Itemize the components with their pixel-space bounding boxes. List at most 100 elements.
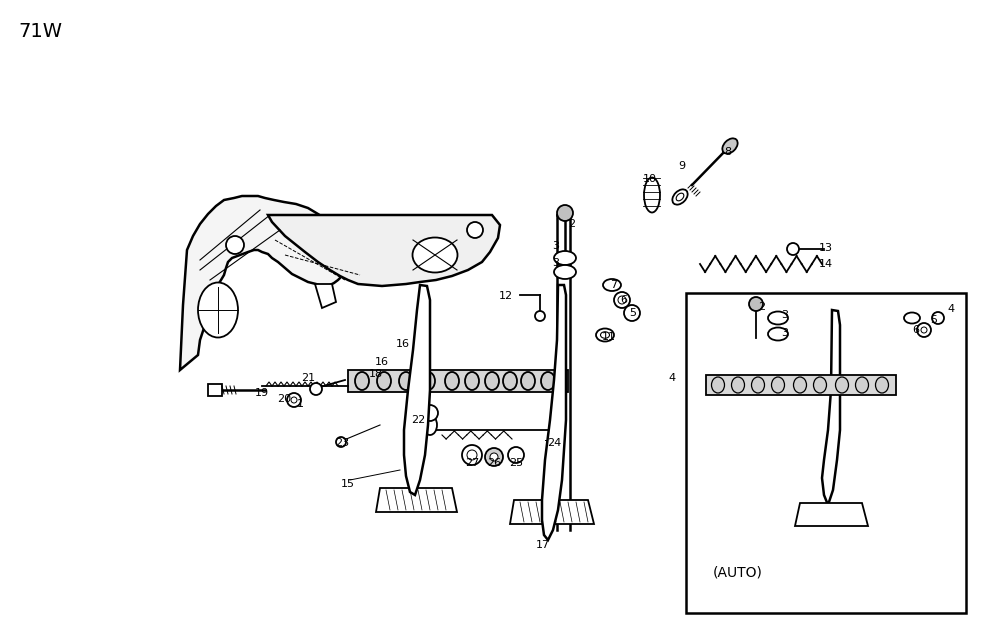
Ellipse shape (676, 193, 684, 201)
Circle shape (467, 222, 483, 238)
Text: 15: 15 (341, 479, 355, 489)
Text: 27: 27 (465, 458, 479, 468)
Text: 11: 11 (602, 332, 616, 342)
Polygon shape (404, 285, 430, 495)
Text: (AUTO): (AUTO) (714, 565, 763, 579)
Text: 10: 10 (643, 174, 657, 184)
Circle shape (614, 292, 630, 308)
Ellipse shape (603, 279, 621, 291)
Ellipse shape (722, 138, 737, 154)
Circle shape (624, 305, 640, 321)
Ellipse shape (794, 377, 807, 393)
Ellipse shape (412, 238, 458, 272)
Text: 6: 6 (620, 295, 627, 305)
Ellipse shape (198, 283, 238, 338)
Text: 20: 20 (276, 394, 291, 404)
Bar (348, 370, 568, 392)
Polygon shape (822, 310, 840, 505)
Text: 13: 13 (819, 243, 833, 253)
Circle shape (917, 323, 931, 337)
Text: 12: 12 (498, 291, 513, 301)
Circle shape (485, 448, 503, 466)
Circle shape (287, 393, 301, 407)
Ellipse shape (875, 377, 889, 393)
Text: 3: 3 (553, 258, 560, 268)
Text: 16: 16 (396, 339, 410, 349)
Text: 4: 4 (947, 304, 954, 314)
Text: 16: 16 (375, 357, 389, 367)
Polygon shape (180, 196, 350, 370)
Text: 3: 3 (782, 328, 789, 338)
Ellipse shape (751, 377, 764, 393)
Text: 14: 14 (819, 259, 833, 269)
Text: 22: 22 (411, 415, 425, 425)
Bar (686, 293, 966, 613)
Ellipse shape (445, 372, 459, 390)
Circle shape (508, 447, 524, 463)
Text: 2: 2 (758, 302, 766, 312)
Text: 8: 8 (724, 147, 731, 157)
Text: 9: 9 (679, 161, 686, 171)
Text: 23: 23 (335, 438, 349, 448)
Text: 5: 5 (629, 308, 636, 318)
Ellipse shape (465, 372, 479, 390)
Polygon shape (542, 285, 566, 540)
Text: 19: 19 (255, 388, 270, 398)
Polygon shape (315, 284, 336, 308)
Ellipse shape (355, 372, 369, 390)
Polygon shape (795, 503, 868, 526)
Ellipse shape (712, 377, 724, 393)
Text: 1: 1 (296, 399, 303, 409)
Text: 6: 6 (913, 325, 920, 335)
Text: 2: 2 (569, 219, 576, 229)
Text: 26: 26 (487, 458, 501, 468)
Circle shape (618, 296, 626, 304)
Circle shape (226, 236, 244, 254)
Circle shape (490, 453, 498, 461)
Text: 4: 4 (669, 373, 676, 383)
Ellipse shape (601, 332, 609, 338)
Text: 24: 24 (547, 438, 561, 448)
Ellipse shape (835, 377, 848, 393)
Ellipse shape (485, 372, 499, 390)
Polygon shape (376, 488, 457, 512)
Text: 18: 18 (369, 369, 384, 379)
Circle shape (291, 397, 297, 403)
Text: 7: 7 (610, 280, 617, 290)
Polygon shape (268, 215, 500, 286)
Ellipse shape (772, 377, 785, 393)
Ellipse shape (855, 377, 868, 393)
Text: 5: 5 (931, 315, 937, 325)
Ellipse shape (731, 377, 744, 393)
Circle shape (535, 311, 545, 321)
Circle shape (749, 297, 763, 311)
Ellipse shape (904, 313, 920, 324)
Circle shape (932, 312, 944, 324)
Ellipse shape (503, 372, 517, 390)
Circle shape (787, 243, 799, 255)
Ellipse shape (814, 377, 826, 393)
Ellipse shape (596, 328, 614, 342)
Circle shape (921, 327, 927, 333)
Circle shape (336, 437, 346, 447)
Circle shape (310, 383, 322, 395)
Ellipse shape (768, 312, 788, 324)
Bar (706, 375, 896, 395)
Ellipse shape (521, 372, 535, 390)
Circle shape (462, 445, 482, 465)
Polygon shape (510, 500, 594, 524)
Text: 17: 17 (536, 540, 550, 550)
Ellipse shape (554, 265, 576, 279)
Ellipse shape (399, 372, 413, 390)
Circle shape (467, 450, 477, 460)
Text: 71W: 71W (18, 22, 62, 41)
Ellipse shape (672, 189, 688, 204)
Ellipse shape (421, 372, 435, 390)
Circle shape (557, 205, 573, 221)
Circle shape (422, 405, 438, 421)
Ellipse shape (541, 372, 555, 390)
Ellipse shape (377, 372, 391, 390)
Ellipse shape (644, 178, 660, 213)
Ellipse shape (423, 415, 437, 435)
Bar (208, 384, 222, 396)
